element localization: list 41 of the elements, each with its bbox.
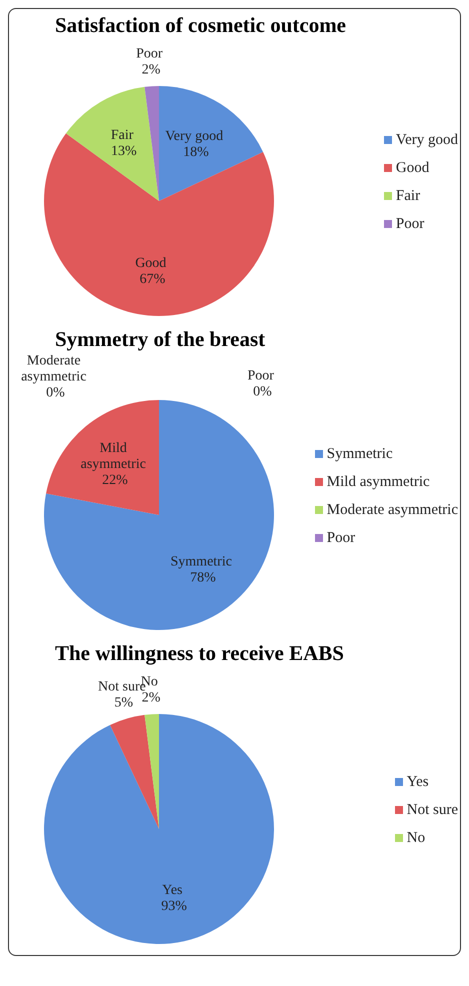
legend-label: Good <box>396 159 430 178</box>
slice-label: Symmetric <box>170 554 236 570</box>
data-label: 2% <box>142 62 161 78</box>
legend-label: Symmetric <box>326 445 393 464</box>
chart-title: The willingness to receive EABS <box>54 641 345 667</box>
data-label: 93% <box>161 898 188 914</box>
data-label: 13% <box>111 144 138 160</box>
legend-label: Not sure <box>406 801 458 820</box>
slice-label: Very good <box>165 129 227 144</box>
pie-slice <box>66 86 159 201</box>
slice-label: Fair <box>110 128 137 144</box>
legend-label: No <box>406 829 426 848</box>
legend-label: Very good <box>396 131 458 150</box>
data-label: 67% <box>140 272 166 288</box>
pie-slice <box>144 714 159 829</box>
data-label: 5% <box>114 696 134 711</box>
text: 0% <box>46 385 65 400</box>
data-label: 2% <box>142 690 161 706</box>
data-label: 18% <box>183 145 210 160</box>
pie-slice <box>46 400 159 515</box>
legend-label: Mild asymmetric <box>326 473 430 492</box>
pie-slice <box>44 714 274 944</box>
slice-label: Good <box>135 256 170 272</box>
data-label: 22% <box>102 472 128 488</box>
pie-slice <box>44 400 274 630</box>
legend-label: Poor <box>326 529 356 548</box>
pie-slice <box>159 86 264 201</box>
pie-slice <box>144 86 159 201</box>
legend-label: Yes <box>406 773 429 792</box>
category-label: Poor <box>248 368 274 384</box>
slice-label: Yes <box>162 882 186 898</box>
slice-label: Poor <box>136 46 166 62</box>
slice-label: Mild asymmetric <box>80 440 150 472</box>
chart-title: Symmetry of the breast <box>54 327 266 353</box>
data-label: 78% <box>190 570 216 586</box>
text: 0% <box>253 384 272 400</box>
legend-label: Poor <box>396 215 424 234</box>
pie-slice <box>110 714 159 829</box>
legend-label: Fair <box>396 187 420 206</box>
legend-label: Moderate asymmetric <box>326 501 458 520</box>
chart-title: Satisfaction of cosmetic outcome <box>54 13 348 39</box>
